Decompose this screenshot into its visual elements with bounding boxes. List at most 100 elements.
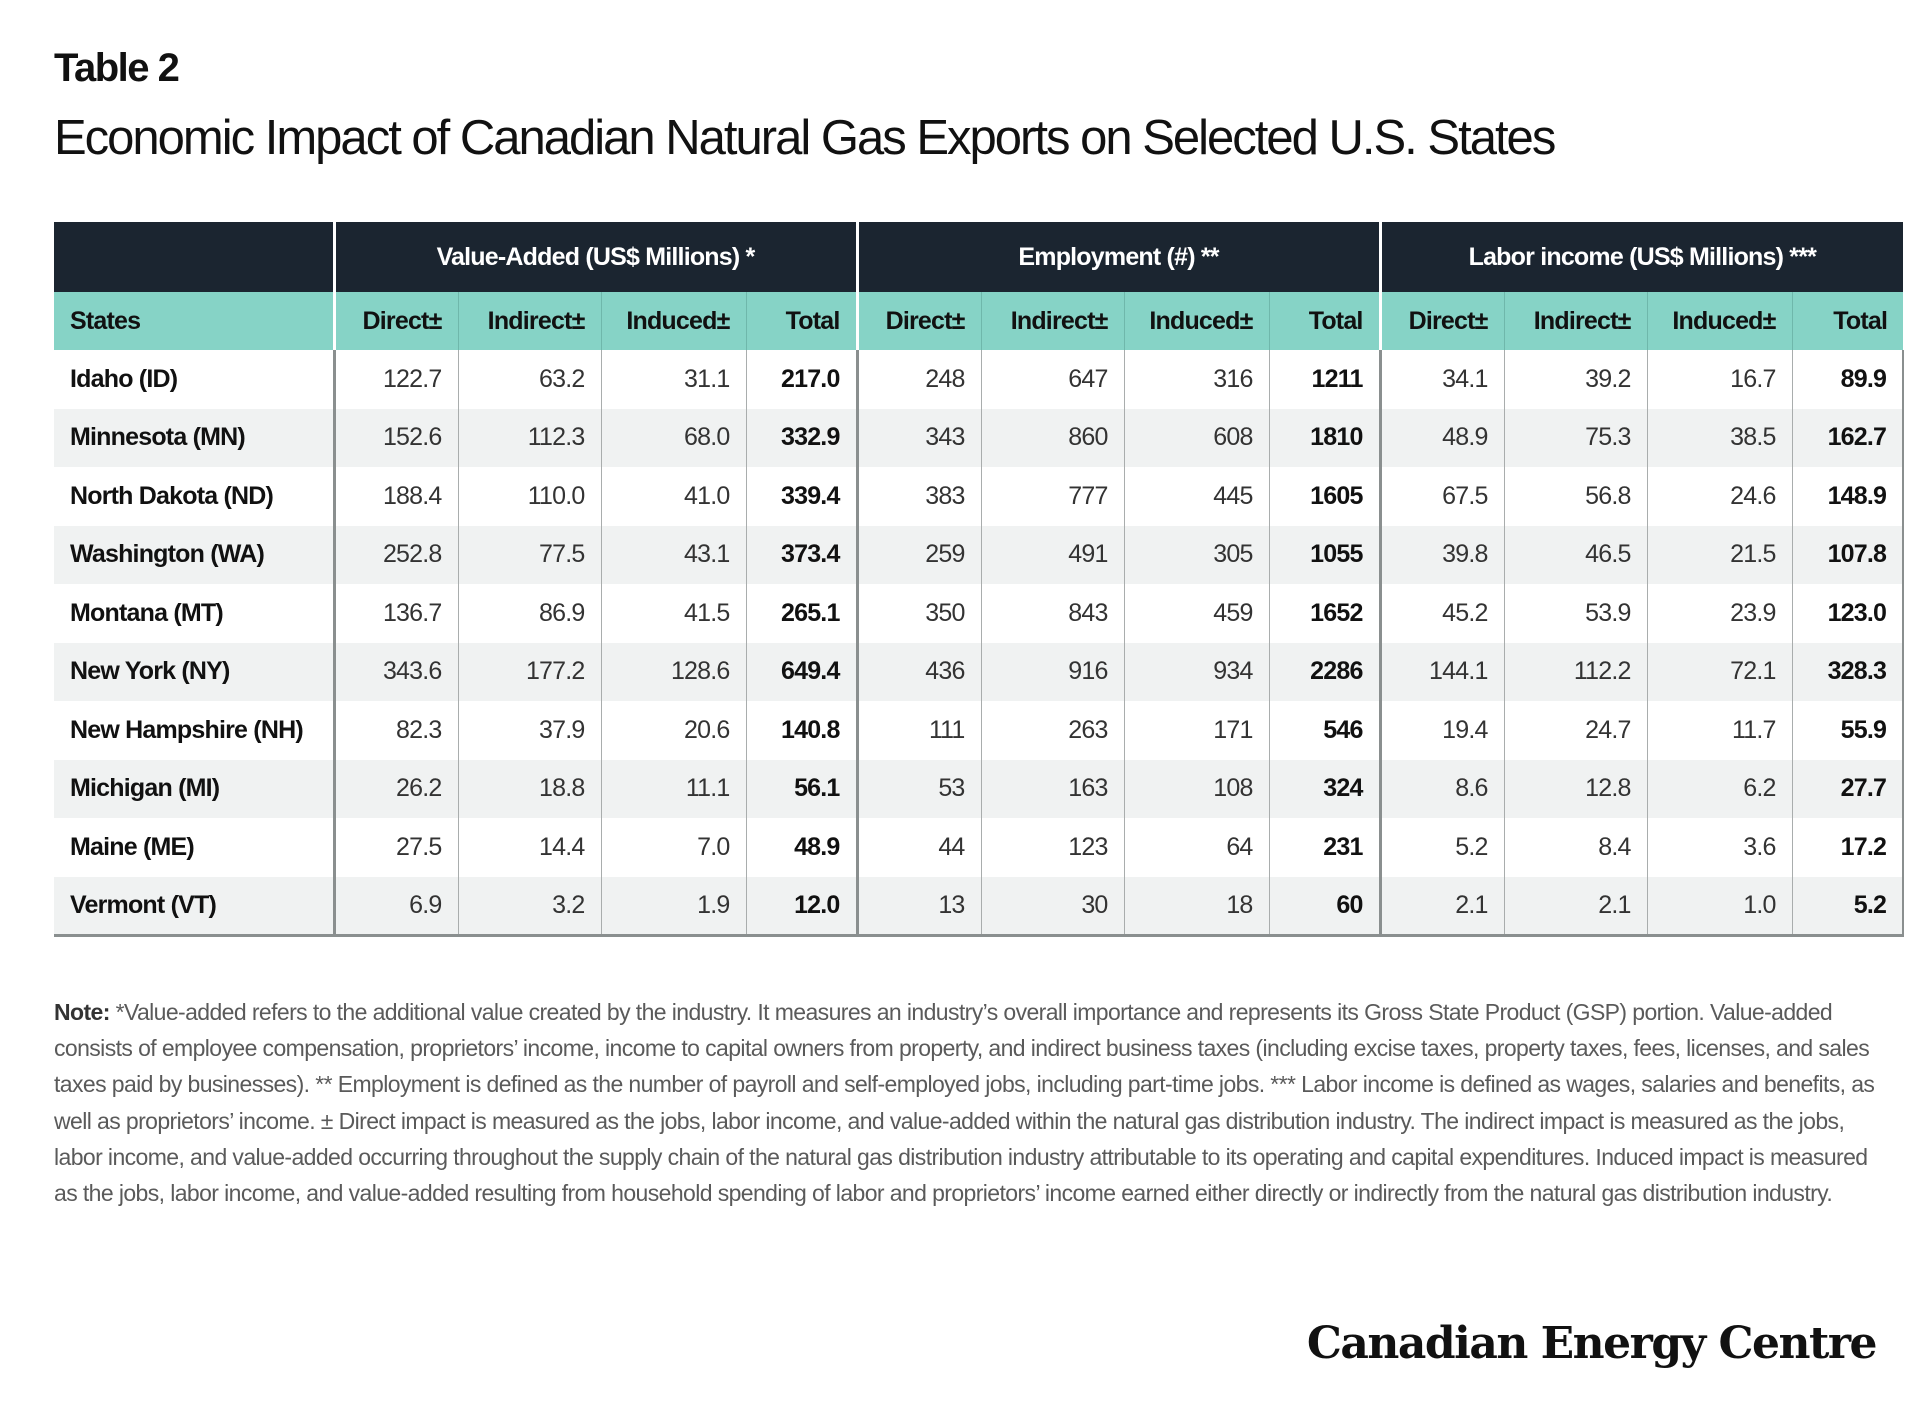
- value-cell: 128.6: [600, 642, 746, 701]
- value-cell: 2.1: [1378, 876, 1505, 937]
- column-header: Direct±: [332, 292, 458, 350]
- value-cell: 89.9: [1791, 350, 1905, 409]
- value-cell: 152.6: [332, 408, 458, 467]
- value-cell: 436: [855, 642, 982, 701]
- value-cell: 263: [980, 701, 1125, 760]
- column-header: Induced±: [1646, 292, 1793, 350]
- value-cell: 111: [855, 701, 982, 760]
- column-header: Total: [745, 292, 858, 350]
- value-cell: 324: [1268, 759, 1381, 818]
- value-cell: 777: [980, 467, 1125, 526]
- state-name-cell: Vermont (VT): [54, 876, 334, 937]
- data-table: Value-Added (US$ Millions) * Employment …: [54, 222, 1905, 937]
- value-cell: 24.6: [1646, 467, 1793, 526]
- value-cell: 1055: [1268, 525, 1381, 584]
- value-cell: 11.7: [1646, 701, 1793, 760]
- value-cell: 86.9: [457, 584, 601, 643]
- table-row: New York (NY) 343.6 177.2 128.6 649.4 436 916 9…: [54, 642, 1905, 701]
- value-cell: 18: [1123, 876, 1270, 937]
- value-cell: 53: [855, 759, 982, 818]
- column-header: Total: [1791, 292, 1904, 350]
- value-cell: 75.3: [1503, 408, 1648, 467]
- value-cell: 339.4: [745, 467, 858, 526]
- group-header-blank: [54, 222, 334, 292]
- value-cell: 373.4: [745, 525, 858, 584]
- value-cell: 63.2: [457, 350, 601, 409]
- value-cell: 108: [1123, 759, 1270, 818]
- column-header: Direct±: [855, 292, 982, 350]
- value-cell: 934: [1123, 642, 1270, 701]
- value-cell: 17.2: [1791, 818, 1905, 877]
- value-cell: 350: [855, 584, 982, 643]
- table-row: Minnesota (MN) 152.6 112.3 68.0 332.9 343 860 6…: [54, 408, 1905, 467]
- value-cell: 1652: [1268, 584, 1381, 643]
- value-cell: 27.7: [1791, 759, 1905, 818]
- table-row: New Hampshire (NH) 82.3 37.9 20.6 140.8 111 26…: [54, 701, 1905, 760]
- value-cell: 112.2: [1503, 642, 1648, 701]
- value-cell: 12.0: [745, 876, 858, 937]
- value-cell: 72.1: [1646, 642, 1793, 701]
- value-cell: 3.2: [457, 876, 601, 937]
- value-cell: 140.8: [745, 701, 858, 760]
- value-cell: 265.1: [745, 584, 858, 643]
- value-cell: 1211: [1268, 350, 1381, 409]
- state-name-cell: North Dakota (ND): [70, 481, 274, 510]
- table-row: Montana (MT) 136.7 86.9 41.5 265.1 350 843 459 1…: [54, 584, 1905, 643]
- value-cell: 608: [1123, 408, 1270, 467]
- column-header: Induced±: [1123, 292, 1270, 350]
- state-name-cell: Minnesota (MN): [54, 408, 334, 467]
- value-cell: 34.1: [1378, 350, 1505, 409]
- state-name-cell: Maine (ME): [70, 832, 195, 861]
- value-cell: 112.3: [457, 408, 601, 467]
- value-cell: 546: [1268, 701, 1381, 760]
- value-cell: 11.1: [600, 759, 746, 818]
- value-cell: 1810: [1268, 408, 1381, 467]
- value-cell: 23.9: [1646, 584, 1793, 643]
- value-cell: 122.7: [332, 350, 458, 409]
- note-label: Note:: [54, 999, 110, 1025]
- value-cell: 171: [1123, 701, 1270, 760]
- value-cell: 48.9: [1378, 408, 1505, 467]
- value-cell: 48.9: [745, 818, 858, 877]
- value-cell: 649.4: [745, 642, 858, 701]
- page-title: Economic Impact of Canadian Natural Gas …: [54, 111, 1556, 165]
- column-header: Total: [1268, 292, 1381, 350]
- table-row: Washington (WA) 252.8 77.5 43.1 373.4 259 491 3…: [54, 525, 1905, 584]
- value-cell: 1.9: [600, 876, 746, 937]
- value-cell: 459: [1123, 584, 1270, 643]
- value-cell: 916: [980, 642, 1125, 701]
- state-name-cell: Montana (MT): [70, 598, 224, 627]
- value-cell: 56.1: [745, 759, 858, 818]
- value-cell: 37.9: [457, 701, 601, 760]
- value-cell: 31.1: [600, 350, 746, 409]
- value-cell: 328.3: [1791, 642, 1905, 701]
- value-cell: 27.5: [332, 818, 458, 877]
- group-header-row: Value-Added (US$ Millions) * Employment …: [54, 222, 1904, 292]
- value-cell: 7.0: [600, 818, 746, 877]
- value-cell: 68.0: [600, 408, 746, 467]
- value-cell: 19.4: [1378, 701, 1505, 760]
- value-cell: 24.7: [1503, 701, 1648, 760]
- value-cell: 39.8: [1378, 525, 1505, 584]
- value-cell: 647: [980, 350, 1125, 409]
- group-header-value-added: Value-Added (US$ Millions) *: [332, 222, 858, 292]
- value-cell: 107.8: [1791, 525, 1905, 584]
- value-cell: 30: [980, 876, 1125, 937]
- value-cell: 217.0: [745, 350, 858, 409]
- value-cell: 252.8: [332, 525, 458, 584]
- value-cell: 82.3: [332, 701, 458, 760]
- value-cell: 305: [1123, 525, 1270, 584]
- value-cell: 860: [980, 408, 1125, 467]
- value-cell: 259: [855, 525, 982, 584]
- value-cell: 14.4: [457, 818, 601, 877]
- value-cell: 13: [855, 876, 982, 937]
- value-cell: 843: [980, 584, 1125, 643]
- value-cell: 26.2: [332, 759, 458, 818]
- value-cell: 2.1: [1503, 876, 1648, 937]
- value-cell: 8.6: [1378, 759, 1505, 818]
- value-cell: 67.5: [1378, 467, 1505, 526]
- value-cell: 316: [1123, 350, 1270, 409]
- value-cell: 6.2: [1646, 759, 1793, 818]
- value-cell: 77.5: [457, 525, 601, 584]
- table-row: Maine (ME) 27.5 14.4 7.0 48.9 44 123 64 231 5.2 8.…: [54, 818, 1905, 877]
